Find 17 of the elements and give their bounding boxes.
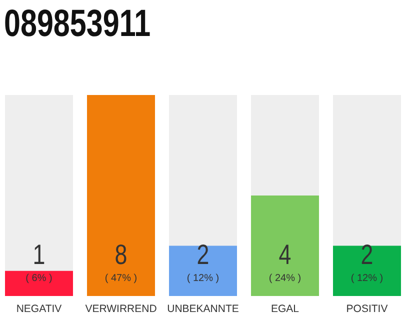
x-tick-label: VERWIRREND bbox=[85, 303, 158, 315]
chart-title: 089853911 bbox=[4, 2, 151, 45]
data-label: 8 bbox=[114, 240, 128, 271]
annotation: ( 24% ) bbox=[268, 273, 302, 284]
annotation: ( 12% ) bbox=[350, 273, 384, 284]
data-label: 2 bbox=[196, 240, 210, 271]
bar bbox=[5, 270, 73, 296]
annotation: ( 47% ) bbox=[104, 273, 138, 284]
data-label: 2 bbox=[360, 240, 374, 271]
data-label: 1 bbox=[32, 240, 46, 271]
data-label: 4 bbox=[278, 240, 292, 271]
x-tick-label: NEGATIV bbox=[16, 303, 62, 315]
annotation: ( 6% ) bbox=[26, 273, 52, 284]
x-tick-label: UNBEKANNTE bbox=[167, 303, 239, 315]
x-tick-label: EGAL bbox=[270, 303, 300, 315]
x-tick-label: POSITIV bbox=[346, 303, 388, 315]
annotation: ( 12% ) bbox=[186, 273, 220, 284]
